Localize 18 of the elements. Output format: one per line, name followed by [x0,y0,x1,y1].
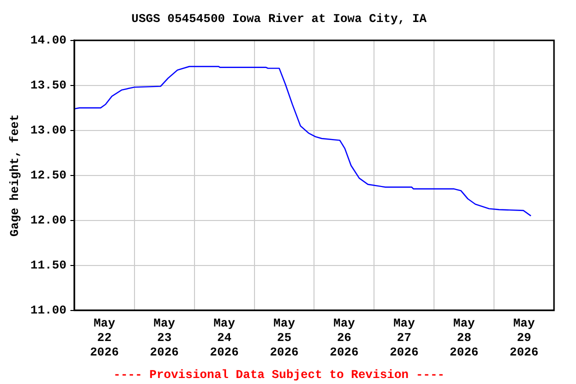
x-tick-label: May 22 2026 [90,316,119,360]
y-tick-label: 13.50 [30,78,66,92]
x-tick-label: May 27 2026 [390,316,419,360]
x-tick-label: May 24 2026 [210,316,239,360]
x-tick-label: May 26 2026 [330,316,359,360]
x-tick-label: May 23 2026 [150,316,179,360]
chart-title: USGS 05454500 Iowa River at Iowa City, IA [131,12,428,26]
y-tick-label: 12.50 [30,168,66,182]
y-tick-label: 11.00 [30,303,66,318]
x-tick-label: May 28 2026 [450,316,478,360]
x-tick-label: May 29 2026 [510,316,538,360]
y-tick-label: 11.50 [30,258,66,272]
y-tick-label: 14.00 [30,33,66,48]
text: ---- Provisional Data Subject to Revision ---- [113,368,445,382]
y-tick-label: 12.00 [30,213,66,228]
y-axis-title: Gage height, feet [8,114,22,237]
x-tick-label: May 25 2026 [270,316,299,360]
y-tick-label: 13.00 [30,123,66,138]
